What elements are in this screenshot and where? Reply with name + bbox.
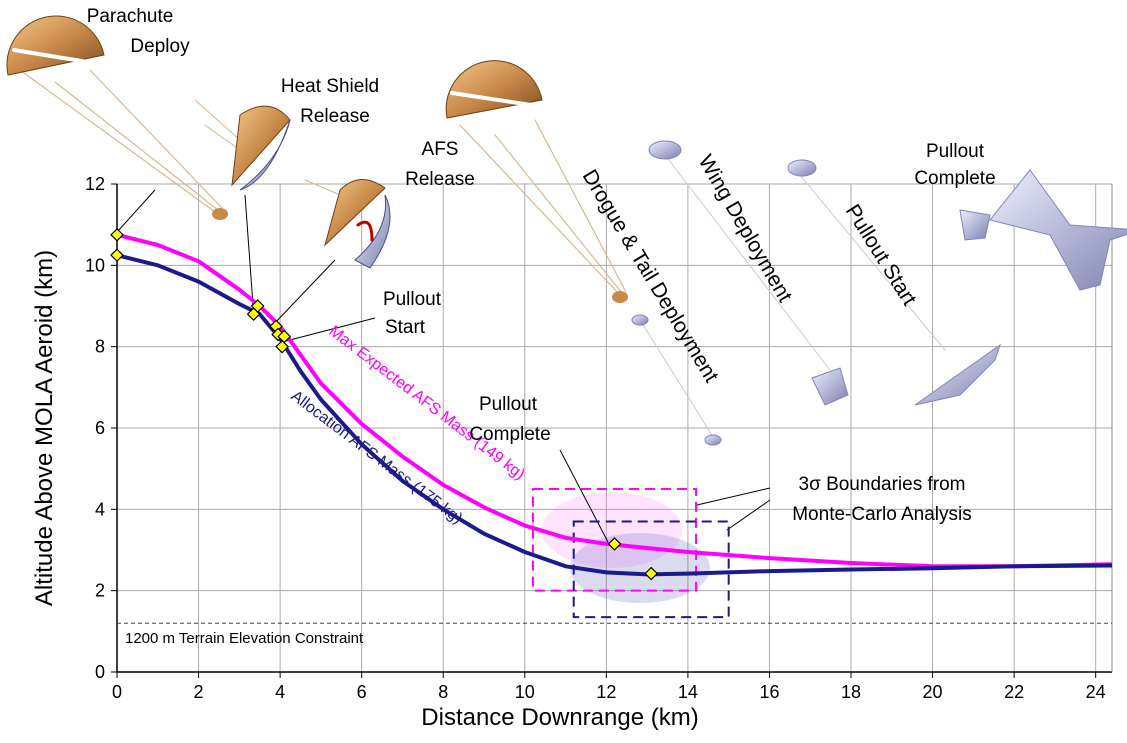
chart: 024681012141618202224024681012	[0, 0, 1127, 743]
y-tick-label: 12	[85, 174, 105, 194]
y-tick-label: 0	[95, 662, 105, 682]
aircraft-illustrations	[632, 141, 1127, 445]
annotation: Drogue & Tail Deployment	[578, 166, 723, 387]
x-tick-label: 14	[678, 682, 698, 702]
x-tick-label: 24	[1086, 682, 1106, 702]
annotation: Heat Shield	[281, 76, 379, 97]
annotation: Complete	[469, 424, 550, 445]
x-tick-label: 2	[194, 682, 204, 702]
constraint-label: 1200 m Terrain Elevation Constraint	[125, 630, 364, 647]
x-tick-label: 20	[923, 682, 943, 702]
annotation: AFS	[422, 139, 459, 160]
x-tick-label: 18	[841, 682, 861, 702]
event-marker	[111, 249, 123, 261]
annotation: 3σ Boundaries from	[799, 474, 966, 495]
annotation: Pullout	[479, 394, 538, 415]
annotation: Complete	[914, 168, 995, 189]
afs-release-illustration	[305, 179, 390, 268]
x-tick-label: 12	[596, 682, 616, 702]
annotation: Wing Deployment	[694, 151, 797, 306]
annotation: Pullout	[926, 141, 985, 162]
x-tick-label: 6	[357, 682, 367, 702]
annotation: Release	[300, 106, 370, 127]
x-tick-label: 4	[275, 682, 285, 702]
annotation: Parachute	[87, 6, 174, 27]
x-tick-label: 16	[759, 682, 779, 702]
annotation: Deploy	[130, 36, 190, 57]
annotation: Start	[385, 317, 426, 338]
x-tick-label: 22	[1004, 682, 1024, 702]
y-tick-label: 2	[95, 581, 105, 601]
y-tick-label: 6	[95, 418, 105, 438]
heat-shield-illustration	[195, 100, 290, 190]
x-tick-label: 0	[112, 682, 122, 702]
annotation: Pullout	[383, 289, 442, 310]
annotation: Monte-Carlo Analysis	[792, 504, 972, 525]
y-axis-label: Altitude Above MOLA Aeroid (km)	[31, 250, 58, 606]
annotation: Pullout Start	[841, 200, 921, 309]
y-tick-label: 4	[95, 499, 105, 519]
annotation: Release	[405, 169, 475, 190]
x-tick-label: 8	[438, 682, 448, 702]
x-axis-label: Distance Downrange (km)	[421, 704, 698, 731]
x-tick-label: 10	[515, 682, 535, 702]
y-tick-label: 8	[95, 337, 105, 357]
y-tick-label: 10	[85, 255, 105, 275]
event-marker	[111, 229, 123, 241]
